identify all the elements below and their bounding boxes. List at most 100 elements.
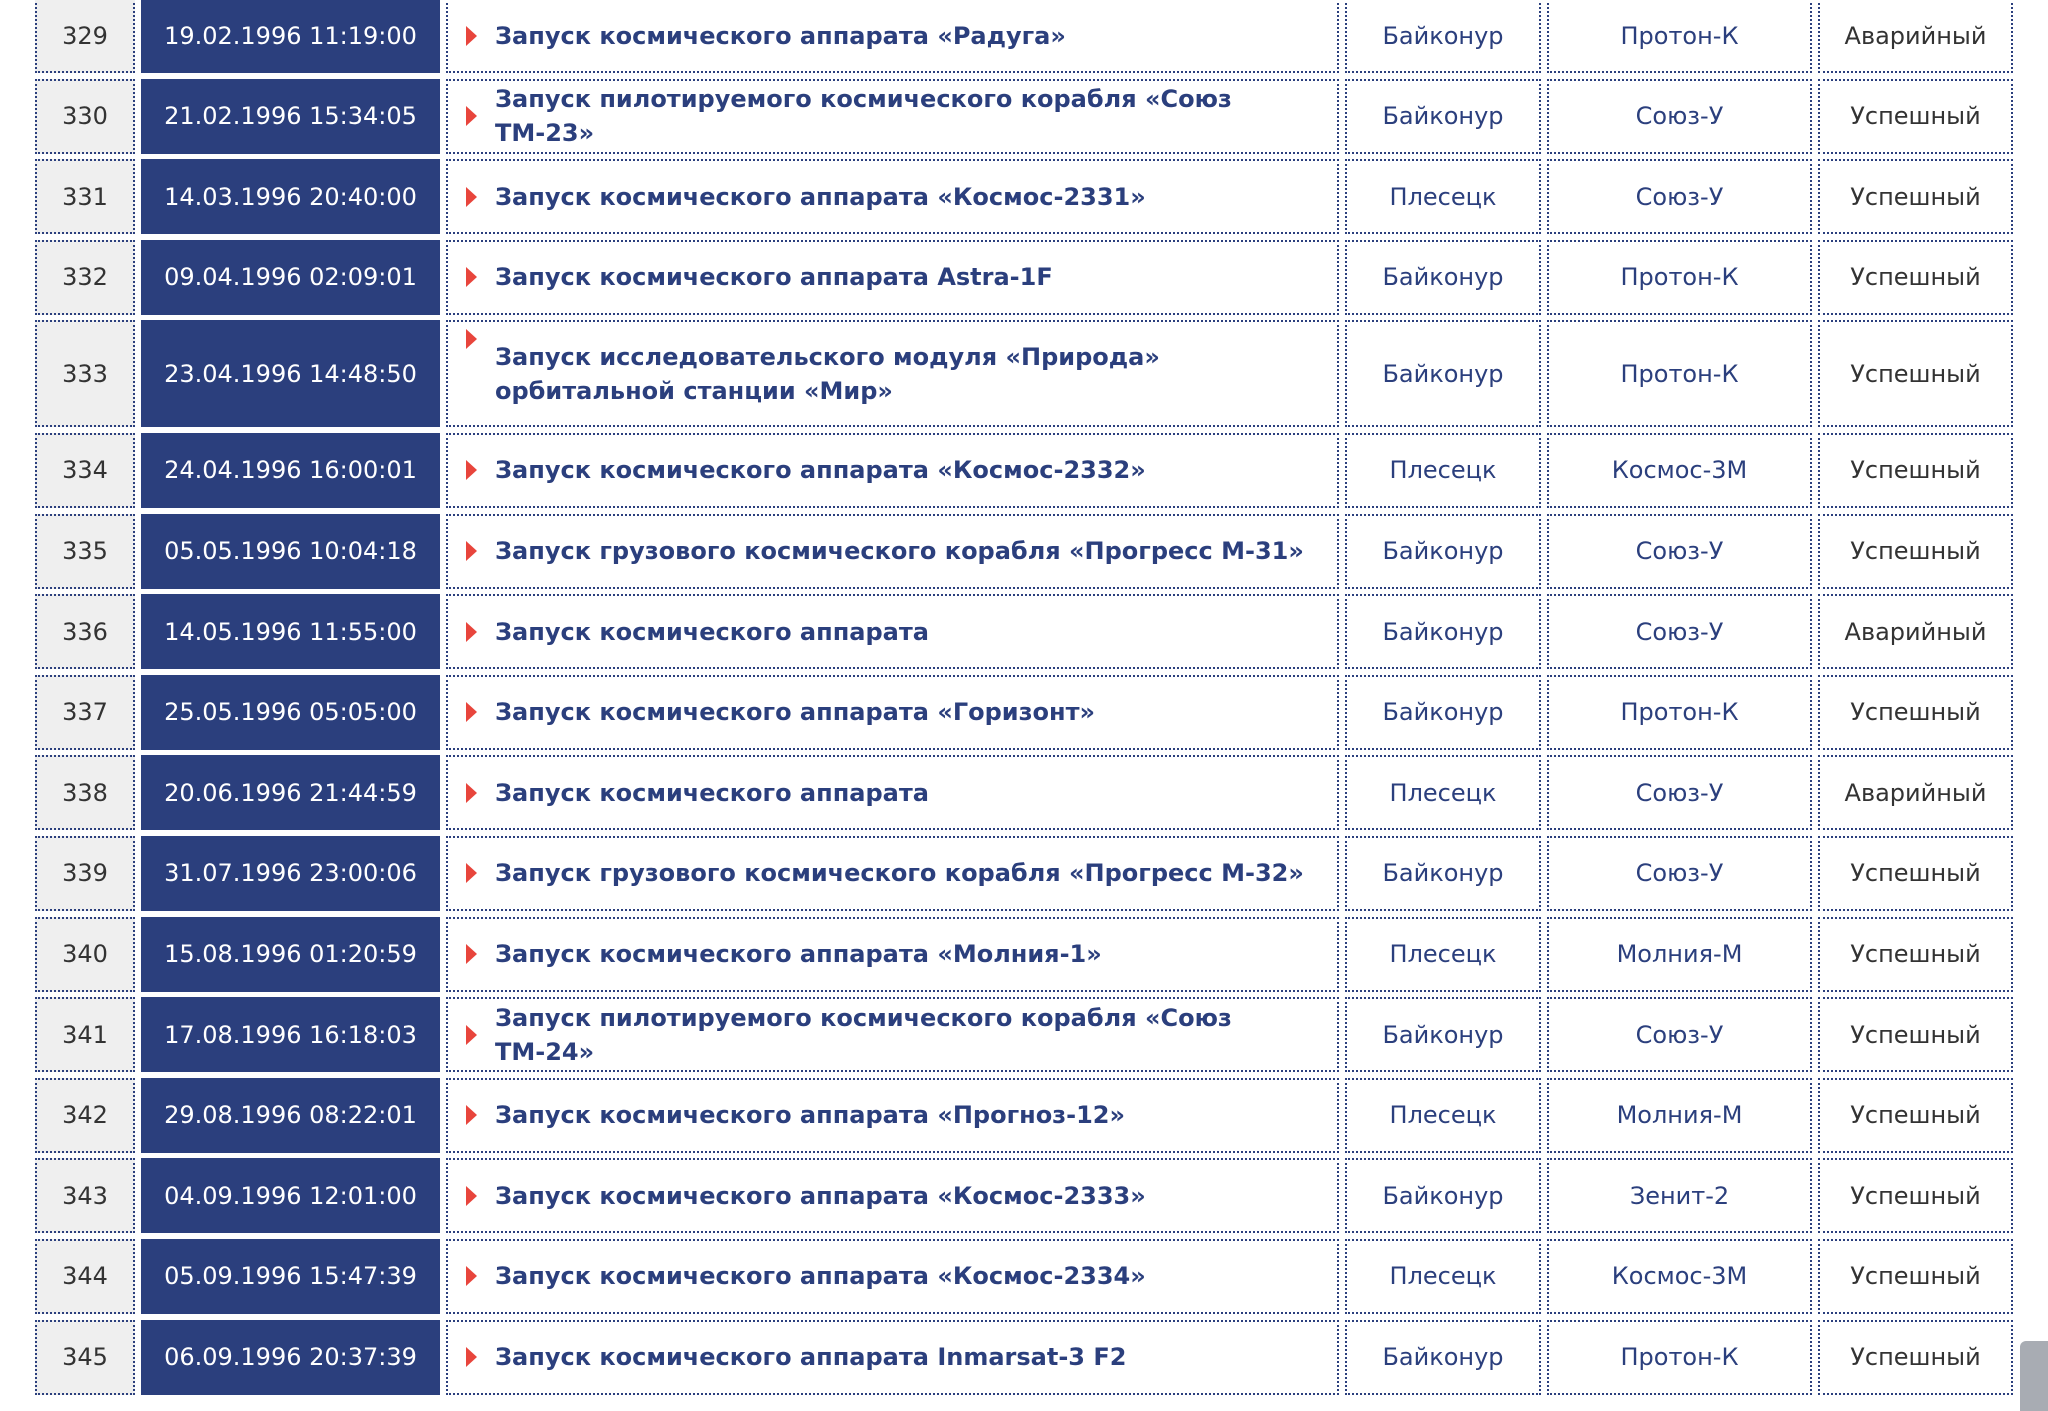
expand-triangle-icon[interactable] bbox=[466, 329, 477, 350]
launch-description[interactable]: Запуск космического аппарата «Космос-233… bbox=[446, 1238, 1339, 1314]
table-row: 339 31.07.1996 23:00:06 Запуск грузового к… bbox=[35, 835, 2015, 911]
launch-result: Аварийный bbox=[1818, 594, 2013, 670]
launch-number: 336 bbox=[35, 594, 135, 670]
table-row: 329 19.02.1996 11:19:00 Запуск космическог… bbox=[35, 0, 2015, 73]
launch-description[interactable]: Запуск космического аппарата «Горизонт» bbox=[446, 674, 1339, 750]
table-row: 341 17.08.1996 16:18:03 Запуск пилотируемо… bbox=[35, 997, 2015, 1073]
expand-triangle-icon[interactable] bbox=[466, 541, 477, 562]
table-row: 340 15.08.1996 01:20:59 Запуск космическог… bbox=[35, 916, 2015, 992]
launch-title-link[interactable]: Запуск исследовательского модуля «Природ… bbox=[495, 342, 1160, 405]
expand-triangle-icon[interactable] bbox=[466, 267, 477, 288]
expand-triangle-icon[interactable] bbox=[466, 186, 477, 207]
launch-title-link[interactable]: Запуск космического аппарата «Радуга» bbox=[495, 21, 1066, 50]
expand-triangle-icon[interactable] bbox=[466, 944, 477, 965]
table-row: 335 05.05.1996 10:04:18 Запуск грузового к… bbox=[35, 513, 2015, 589]
launch-date: 25.05.1996 05:05:00 bbox=[141, 674, 440, 750]
launch-title-link[interactable]: Запуск космического аппарата «Космос-233… bbox=[495, 456, 1146, 485]
launch-number: 335 bbox=[35, 513, 135, 589]
launch-description[interactable]: Запуск грузового космического корабля «П… bbox=[446, 513, 1339, 589]
launch-title-link[interactable]: Запуск пилотируемого космического корабл… bbox=[495, 1003, 1232, 1066]
launch-site: Байконур bbox=[1345, 674, 1541, 750]
launch-title-link[interactable]: Запуск космического аппарата bbox=[495, 778, 929, 807]
launch-result: Успешный bbox=[1818, 513, 2013, 589]
expand-triangle-icon[interactable] bbox=[466, 782, 477, 803]
expand-triangle-icon[interactable] bbox=[466, 1105, 477, 1126]
launch-description[interactable]: Запуск пилотируемого космического корабл… bbox=[446, 78, 1339, 154]
launch-number: 345 bbox=[35, 1319, 135, 1395]
launch-date: 14.05.1996 11:55:00 bbox=[141, 594, 440, 670]
launch-site: Байконур bbox=[1345, 594, 1541, 670]
expand-triangle-icon[interactable] bbox=[466, 106, 477, 127]
scrollbar-thumb[interactable] bbox=[2020, 1341, 2048, 1411]
launch-title-link[interactable]: Запуск космического аппарата «Космос-233… bbox=[495, 1181, 1146, 1210]
launch-date: 23.04.1996 14:48:50 bbox=[141, 320, 440, 428]
launch-title-link[interactable]: Запуск космического аппарата «Прогноз-12… bbox=[495, 1101, 1125, 1130]
expand-triangle-icon[interactable] bbox=[466, 25, 477, 46]
expand-triangle-icon[interactable] bbox=[466, 1185, 477, 1206]
launch-title-link[interactable]: Запуск космического аппарата «Космос-233… bbox=[495, 182, 1146, 211]
launch-rocket: Протон-К bbox=[1547, 1319, 1812, 1395]
launch-result: Успешный bbox=[1818, 159, 2013, 235]
launch-title-link[interactable]: Запуск космического аппарата «Молния-1» bbox=[495, 940, 1102, 969]
launch-title-link[interactable]: Запуск космического аппарата bbox=[495, 617, 929, 646]
expand-triangle-icon[interactable] bbox=[466, 702, 477, 723]
launch-description[interactable]: Запуск грузового космического корабля «П… bbox=[446, 835, 1339, 911]
launch-title-link[interactable]: Запуск пилотируемого космического корабл… bbox=[495, 85, 1232, 148]
expand-triangle-icon[interactable] bbox=[466, 1024, 477, 1045]
launch-result: Успешный bbox=[1818, 239, 2013, 315]
expand-triangle-icon[interactable] bbox=[466, 1347, 477, 1367]
launch-title-link[interactable]: Запуск космического аппарата Inmarsat-3 … bbox=[495, 1343, 1127, 1371]
launch-result: Успешный bbox=[1818, 674, 2013, 750]
launch-description[interactable]: Запуск космического аппарата «Радуга» bbox=[446, 0, 1339, 73]
launch-date: 05.09.1996 15:47:39 bbox=[141, 1238, 440, 1314]
launch-result: Аварийный bbox=[1818, 0, 2013, 73]
expand-triangle-icon[interactable] bbox=[466, 621, 477, 642]
table-row: 343 04.09.1996 12:01:00 Запуск космическог… bbox=[35, 1158, 2015, 1234]
launch-site: Байконур bbox=[1345, 835, 1541, 911]
launch-rocket: Космос-3М bbox=[1547, 1238, 1812, 1314]
launch-number: 329 bbox=[35, 0, 135, 73]
launch-number: 344 bbox=[35, 1238, 135, 1314]
launch-description[interactable]: Запуск космического аппарата «Космос-233… bbox=[446, 432, 1339, 508]
launch-description[interactable]: Запуск космического аппарата Astra-1F bbox=[446, 239, 1339, 315]
launch-date: 31.07.1996 23:00:06 bbox=[141, 835, 440, 911]
table-row: 334 24.04.1996 16:00:01 Запуск космическог… bbox=[35, 432, 2015, 508]
launch-rocket: Протон-К bbox=[1547, 320, 1812, 428]
launch-description[interactable]: Запуск космического аппарата Inmarsat-3 … bbox=[446, 1319, 1339, 1395]
launch-site: Байконур bbox=[1345, 0, 1541, 73]
launch-description[interactable]: Запуск космического аппарата «Космос-233… bbox=[446, 159, 1339, 235]
launch-rocket: Союз-У bbox=[1547, 835, 1812, 911]
launch-title-link[interactable]: Запуск космического аппарата «Космос-233… bbox=[495, 1262, 1146, 1291]
launch-result: Успешный bbox=[1818, 78, 2013, 154]
launch-title-link[interactable]: Запуск грузового космического корабля «П… bbox=[495, 537, 1304, 566]
launch-description[interactable]: Запуск космического аппарата «Прогноз-12… bbox=[446, 1077, 1339, 1153]
expand-triangle-icon[interactable] bbox=[466, 1266, 477, 1287]
expand-triangle-icon[interactable] bbox=[466, 460, 477, 481]
table-row: 344 05.09.1996 15:47:39 Запуск космическог… bbox=[35, 1238, 2015, 1314]
launch-description[interactable]: Запуск космического аппарата bbox=[446, 755, 1339, 831]
launch-title-link[interactable]: Запуск космического аппарата «Горизонт» bbox=[495, 698, 1096, 727]
launch-site: Байконур bbox=[1345, 1319, 1541, 1395]
expand-triangle-icon[interactable] bbox=[466, 863, 477, 884]
launch-result: Успешный bbox=[1818, 432, 2013, 508]
launch-rocket: Молния-М bbox=[1547, 1077, 1812, 1153]
table-row: 332 09.04.1996 02:09:01 Запуск космическог… bbox=[35, 239, 2015, 315]
launch-result: Успешный bbox=[1818, 916, 2013, 992]
launch-date: 05.05.1996 10:04:18 bbox=[141, 513, 440, 589]
launch-rocket: Космос-3М bbox=[1547, 432, 1812, 508]
launch-description[interactable]: Запуск исследовательского модуля «Природ… bbox=[446, 320, 1339, 428]
launch-description[interactable]: Запуск пилотируемого космического корабл… bbox=[446, 997, 1339, 1073]
launch-title-link[interactable]: Запуск грузового космического корабля «П… bbox=[495, 859, 1304, 888]
launch-site: Байконур bbox=[1345, 513, 1541, 589]
launch-description[interactable]: Запуск космического аппарата «Космос-233… bbox=[446, 1158, 1339, 1234]
launch-title-link[interactable]: Запуск космического аппарата Astra-1F bbox=[495, 263, 1053, 292]
launch-rocket: Зенит-2 bbox=[1547, 1158, 1812, 1234]
launch-date: 06.09.1996 20:37:39 bbox=[141, 1319, 440, 1395]
launch-description[interactable]: Запуск космического аппарата «Молния-1» bbox=[446, 916, 1339, 992]
launch-number: 341 bbox=[35, 997, 135, 1073]
launch-site: Плесецк bbox=[1345, 432, 1541, 508]
launch-result: Успешный bbox=[1818, 1158, 2013, 1234]
launch-date: 19.02.1996 11:19:00 bbox=[141, 0, 440, 73]
launch-description[interactable]: Запуск космического аппарата bbox=[446, 594, 1339, 670]
launch-number: 332 bbox=[35, 239, 135, 315]
